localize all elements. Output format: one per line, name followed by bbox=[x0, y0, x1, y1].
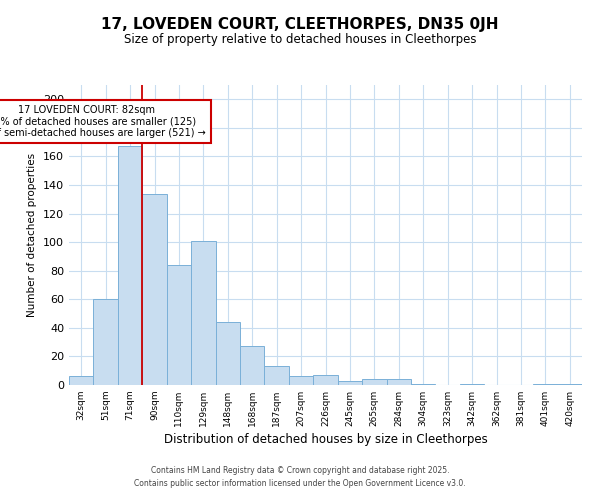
Bar bbox=[289, 376, 313, 385]
Bar bbox=[240, 346, 265, 385]
Bar bbox=[362, 380, 386, 385]
Bar bbox=[533, 384, 557, 385]
Text: 17 LOVEDEN COURT: 82sqm
← 19% of detached houses are smaller (125)
79% of semi-d: 17 LOVEDEN COURT: 82sqm ← 19% of detache… bbox=[0, 105, 206, 138]
Text: Contains HM Land Registry data © Crown copyright and database right 2025.
Contai: Contains HM Land Registry data © Crown c… bbox=[134, 466, 466, 487]
Text: 17, LOVEDEN COURT, CLEETHORPES, DN35 0JH: 17, LOVEDEN COURT, CLEETHORPES, DN35 0JH bbox=[101, 18, 499, 32]
Bar bbox=[338, 380, 362, 385]
Text: Size of property relative to detached houses in Cleethorpes: Size of property relative to detached ho… bbox=[124, 32, 476, 46]
Bar bbox=[313, 375, 338, 385]
Bar bbox=[265, 366, 289, 385]
Bar bbox=[94, 300, 118, 385]
Bar bbox=[69, 376, 94, 385]
Bar bbox=[118, 146, 142, 385]
Bar bbox=[142, 194, 167, 385]
Bar bbox=[215, 322, 240, 385]
Y-axis label: Number of detached properties: Number of detached properties bbox=[28, 153, 37, 317]
Bar bbox=[460, 384, 484, 385]
Bar bbox=[191, 240, 215, 385]
Bar bbox=[557, 384, 582, 385]
Bar bbox=[386, 380, 411, 385]
X-axis label: Distribution of detached houses by size in Cleethorpes: Distribution of detached houses by size … bbox=[164, 433, 487, 446]
Bar bbox=[167, 265, 191, 385]
Bar bbox=[411, 384, 436, 385]
